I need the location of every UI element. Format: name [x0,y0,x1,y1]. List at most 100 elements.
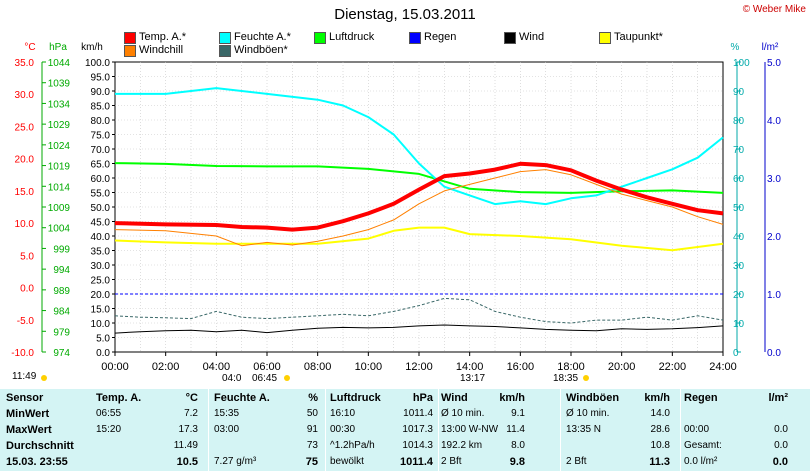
sun-icon [284,375,290,381]
temp-tick-label: 25.0 [15,122,35,133]
temp-tick-label: -10.0 [11,348,34,359]
pressure-tick-label: 1014 [48,182,71,193]
table-cell: 7.2 [184,408,198,419]
series-line-tempa [114,161,724,232]
moon-marker: 18:35 [553,373,579,384]
table-cell: 00:00 [684,424,710,435]
wind-tick-label: 5.0 [96,334,110,345]
table-cell: 15.03. 23:55 [6,456,68,468]
wind-tick-label: 0.0 [96,348,110,359]
table-cell: 13:00 W-NW [441,424,499,435]
stats-table: Sensor Temp. A. °C Feuchte A.% Luftdruck hPa W… [0,389,810,471]
legend-swatch [219,32,231,44]
left-time-marker: 11:49 [12,371,37,382]
temp-tick-label: 10.0 [15,219,35,230]
time-tick-label: 06:00 [253,361,281,373]
wind-tick-label: 80.0 [91,116,111,127]
legend-label: Taupunkt* [614,31,663,43]
wind-tick-label: 45.0 [91,218,111,229]
legend-label: Feuchte A.* [234,31,291,43]
pressure-tick-label: 1019 [48,162,71,173]
legend-label: Temp. A.* [139,31,187,43]
table-cell: 0.0 l/m² [684,456,718,467]
pressure-tick-label: 1044 [48,58,71,69]
table-cell: 10.8 [650,440,670,451]
table-cell: 9.1 [511,408,525,419]
sun-icon [41,375,47,381]
table-cell: km/h [644,392,670,404]
table-cell: 03:00 [214,424,240,435]
table-cell: 0.0 [772,456,788,468]
table-cell: 91 [306,424,318,435]
table-cell: 9.8 [509,456,525,468]
table-cell: MaxWert [6,424,52,436]
moon-icon [583,375,589,381]
rain-tick-label: 5.0 [767,58,781,69]
humidity-tick-label: 20 [733,290,745,301]
rain-unit-label: l/m² [762,42,779,53]
table-cell: 14.0 [650,408,670,419]
legend-label: Wind [519,31,545,43]
copyright-label: © Weber Mike [742,4,806,15]
humidity-tick-label: 0 [733,348,739,359]
table-cell: 192.2 km [441,440,483,451]
table-cell: 7.27 g/m³ [214,456,257,467]
legend-swatch [124,45,136,57]
series-line-feuchtea [115,87,724,206]
table-divider [438,389,439,471]
temp-tick-label: 35.0 [15,58,35,69]
humidity-tick-label: 100 [733,58,750,69]
time-tick-label: 14:00 [456,361,484,373]
wind-tick-label: 10.0 [91,319,111,330]
temp-unit-label: °C [24,42,35,53]
table-cell: 50 [306,408,318,419]
table-cell: Ø 10 min. [441,408,485,419]
temp-tick-label: 15.0 [15,187,35,198]
series-line-taupunkt [114,226,724,252]
rain-tick-label: 2.0 [767,232,781,243]
temp-tick-label: 20.0 [15,155,35,166]
time-tick-label: 24:00 [709,361,737,373]
temp-tick-label: 5.0 [20,251,34,262]
time-tick-label: 12:00 [405,361,433,373]
wind-tick-label: 75.0 [91,131,111,142]
series-line-windchill [114,169,724,247]
pressure-unit-label: hPa [49,42,67,53]
wind-tick-label: 60.0 [91,174,111,185]
table-cell: 15:20 [96,424,122,435]
table-cell: 75 [305,456,318,468]
wind-tick-label: 40.0 [91,232,111,243]
pressure-tick-label: 979 [53,327,70,338]
pressure-tick-label: 984 [53,307,70,318]
table-cell: 15:35 [214,408,240,419]
table-cell: 28.6 [650,424,670,435]
series-line-windben [114,297,724,324]
humidity-tick-label: 60 [733,174,745,185]
rain-tick-label: 4.0 [767,116,781,127]
humidity-tick-label: 70 [733,145,745,156]
wind-tick-label: 20.0 [91,290,111,301]
humidity-tick-label: 40 [733,232,745,243]
table-cell: 11.3 [649,456,670,468]
humidity-tick-label: 30 [733,261,745,272]
wind-tick-label: 15.0 [91,305,111,316]
wind-tick-label: 55.0 [91,189,111,200]
table-cell: hPa [412,392,433,404]
table-cell: bewölkt [330,456,364,467]
humidity-tick-label: 80 [733,116,745,127]
wind-tick-label: 90.0 [91,87,111,98]
legend-label: Regen [424,31,457,43]
table-cell: Feuchte A. [214,392,270,404]
pressure-tick-label: 999 [53,244,70,255]
temp-tick-label: 30.0 [15,90,35,101]
sunrise-marker: 04:0 [222,373,242,384]
rain-tick-label: 0.0 [767,348,781,359]
table-cell: 0.0 [774,424,788,435]
table-cell: 8.0 [511,440,525,451]
table-cell: 1011.4 [399,456,433,468]
weather-chart: 35.0 30.0 25.0 20.0 15.0 10.0 5.0 0.0 -5.0 -10.0 1… [11,42,781,373]
legend-swatch [124,32,136,44]
pressure-tick-label: 1009 [48,203,71,214]
table-cell: Windböen [566,392,620,404]
pressure-tick-label: 1039 [48,79,71,90]
